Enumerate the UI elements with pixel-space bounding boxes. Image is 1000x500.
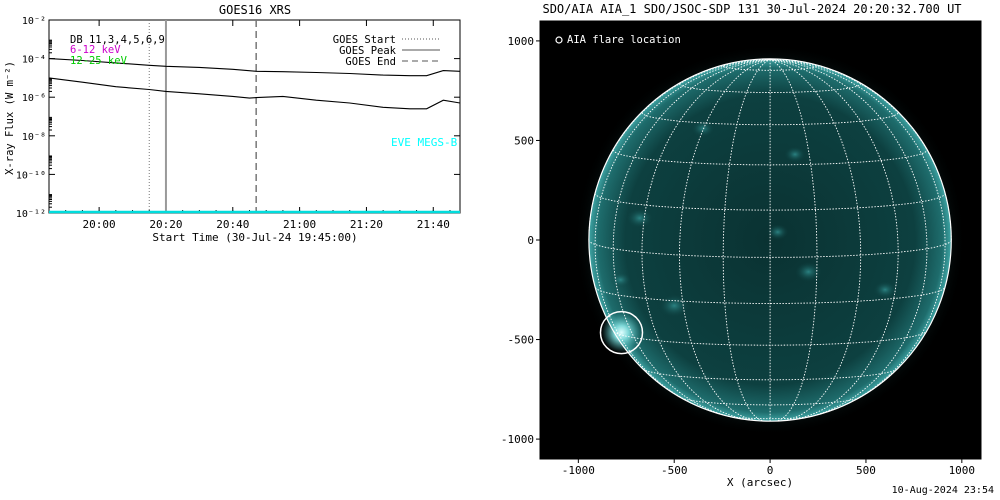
grid-line — [642, 368, 898, 381]
goes-event-markers — [148, 20, 257, 213]
goes-series-line-0 — [48, 58, 461, 77]
legend-end-label: GOES End — [345, 56, 396, 68]
goes-x-axis-label: Start Time (30-Jul-24 19:45:00) — [152, 231, 357, 244]
goes-label-6-12kev: 6-12 keV — [70, 44, 121, 56]
aia-image-chart: SDO/AIA AIA_1 SDO/JSOC-SDP 131 30-Jul-20… — [501, 2, 982, 489]
goes-y-tick-label: 10⁻⁶ — [22, 93, 46, 104]
goes-x-tick-label: 21:40 — [417, 218, 450, 231]
goes-chart-title: GOES16 XRS — [219, 3, 291, 17]
aia-y-tick-label: -1000 — [501, 433, 534, 446]
aia-x-tick-label: -500 — [661, 464, 688, 477]
goes-y-tick-label: 10⁻⁸ — [22, 132, 46, 143]
eve-megs-annotation: EVE MEGS-B — [391, 136, 458, 149]
legend-peak-label: GOES Peak — [339, 45, 397, 57]
aia-y-tick-label: 1000 — [508, 35, 535, 48]
flare-legend-label: AIA flare location — [567, 34, 681, 46]
flare-brightening — [601, 312, 642, 353]
goes-label-12-25kev: 12-25 keV — [70, 55, 128, 67]
goes-label-db: DB 11,3,4,5,6,9 — [70, 34, 165, 46]
heliographic-grid — [588, 58, 952, 422]
grid-line — [594, 287, 946, 304]
generated-timestamp: 10-Aug-2024 23:54 — [891, 485, 994, 496]
grid-line — [770, 59, 928, 419]
active-region — [795, 261, 822, 282]
legend-start-label: GOES Start — [333, 34, 396, 46]
aia-x-tick-label: 0 — [767, 464, 774, 477]
goes-xrs-chart: GOES16 XRS 10⁻² 10⁻⁴ 10⁻⁶ 10⁻⁸ 10⁻¹⁰ 10⁻¹² 20… — [4, 3, 461, 244]
grid-line — [594, 59, 771, 411]
goes-y-tick-label: 10⁻⁴ — [22, 55, 46, 66]
aia-x-axis-label: X (arcsec) — [727, 476, 793, 489]
goes-legend: GOES Start GOES Peak GOES End — [333, 34, 440, 68]
goes-y-tick-label: 10⁻² — [22, 16, 46, 27]
grid-line — [641, 59, 771, 421]
goes-x-tick-label: 21:00 — [283, 218, 316, 231]
grid-line — [769, 59, 862, 421]
grid-line — [722, 65, 818, 71]
active-region — [691, 119, 715, 138]
flare-location-circle — [599, 310, 644, 355]
goes-y-tick-label: 10⁻¹² — [16, 209, 46, 220]
grid-line — [594, 193, 946, 211]
aia-y-tick-label: 500 — [514, 134, 534, 147]
aia-y-tick-label: -500 — [508, 334, 535, 347]
aia-x-tick-label: 500 — [856, 464, 876, 477]
active-region — [873, 281, 897, 299]
aia-x-tick-label: 1000 — [949, 464, 976, 477]
goes-x-tick-label: 20:40 — [216, 218, 249, 231]
goes-y-tick-label: 10⁻¹⁰ — [16, 170, 46, 181]
aia-x-axis: -1000 -500 0 500 1000 — [562, 459, 975, 477]
goes-series-group — [48, 58, 461, 214]
active-region — [767, 224, 789, 240]
grid-line — [722, 59, 771, 422]
grid-line — [612, 59, 771, 419]
grid-line — [769, 59, 818, 422]
goes-plot-frame — [48, 19, 461, 214]
solar-limb — [588, 58, 952, 422]
active-region — [610, 271, 632, 288]
grid-line — [679, 59, 771, 421]
aia-y-axis: 1000 500 0 -500 -1000 — [501, 35, 540, 446]
goes-y-axis: 10⁻² 10⁻⁴ 10⁻⁶ 10⁻⁸ 10⁻¹⁰ 10⁻¹² — [16, 16, 460, 220]
grid-line — [770, 59, 946, 411]
grid-line — [612, 149, 928, 166]
goes-x-axis: 20:00 20:20 20:40 21:00 21:20 21:40 — [48, 20, 451, 231]
goes-series-line-1 — [48, 77, 461, 110]
flare-legend-marker — [555, 36, 563, 44]
active-region — [626, 208, 654, 229]
grid-line — [588, 239, 952, 258]
active-region — [784, 146, 806, 163]
aia-x-tick-label: -1000 — [562, 464, 595, 477]
grid-line — [679, 83, 862, 93]
aia-title: SDO/AIA AIA_1 SDO/JSOC-SDP 131 30-Jul-20… — [542, 2, 961, 16]
grid-line — [613, 331, 927, 346]
goes-y-axis-label: X-ray Flux (W m⁻²) — [4, 61, 16, 175]
goes-x-tick-label: 21:20 — [350, 218, 383, 231]
grid-line — [641, 112, 899, 126]
grid-line — [770, 59, 899, 421]
active-regions — [610, 119, 897, 318]
aia-y-tick-label: 0 — [527, 234, 534, 247]
goes-x-tick-label: 20:20 — [149, 218, 182, 231]
grid-line — [727, 415, 814, 420]
goes-x-tick-label: 20:00 — [83, 218, 116, 231]
